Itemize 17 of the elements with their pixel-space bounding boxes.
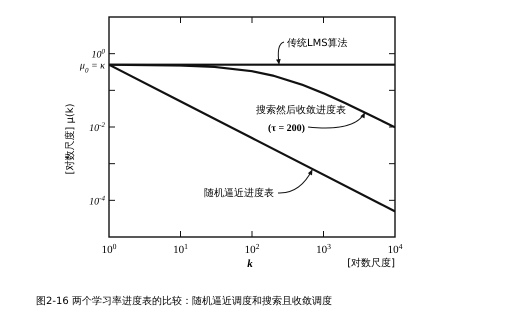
x-axis-title: k: [247, 258, 254, 270]
x-tick-label: 10$^{2}$: [244, 242, 260, 256]
y-axis-title: [对数尺度] μ(k): [64, 103, 76, 174]
annotation: 传统LMS算法: [287, 37, 348, 49]
caption: 图2-16 两个学习率进度表的比较：随机逼近调度和搜索且收敛调度: [36, 295, 332, 307]
x-tick-label: 10$^{0}$: [102, 242, 117, 256]
y-tick-label: 10$^{-2}$: [89, 121, 106, 134]
annotation: 搜索然后收敛进度表: [256, 104, 346, 116]
y-tick-label: μ$_{0}$ = κ: [78, 60, 106, 75]
x-tick-label: 10$^{3}$: [316, 242, 332, 256]
text: [对数尺度]: [347, 257, 396, 269]
y-tick-label: 10$^{0}$: [92, 48, 106, 61]
y-tick-label: 10$^{-4}$: [89, 194, 106, 208]
annotation: (τ = 200): [268, 123, 305, 134]
x-tick-label: 10$^{1}$: [173, 242, 188, 256]
annotation: 随机逼近进度表: [204, 187, 274, 199]
x-tick-label: 10$^{4}$: [388, 242, 403, 256]
